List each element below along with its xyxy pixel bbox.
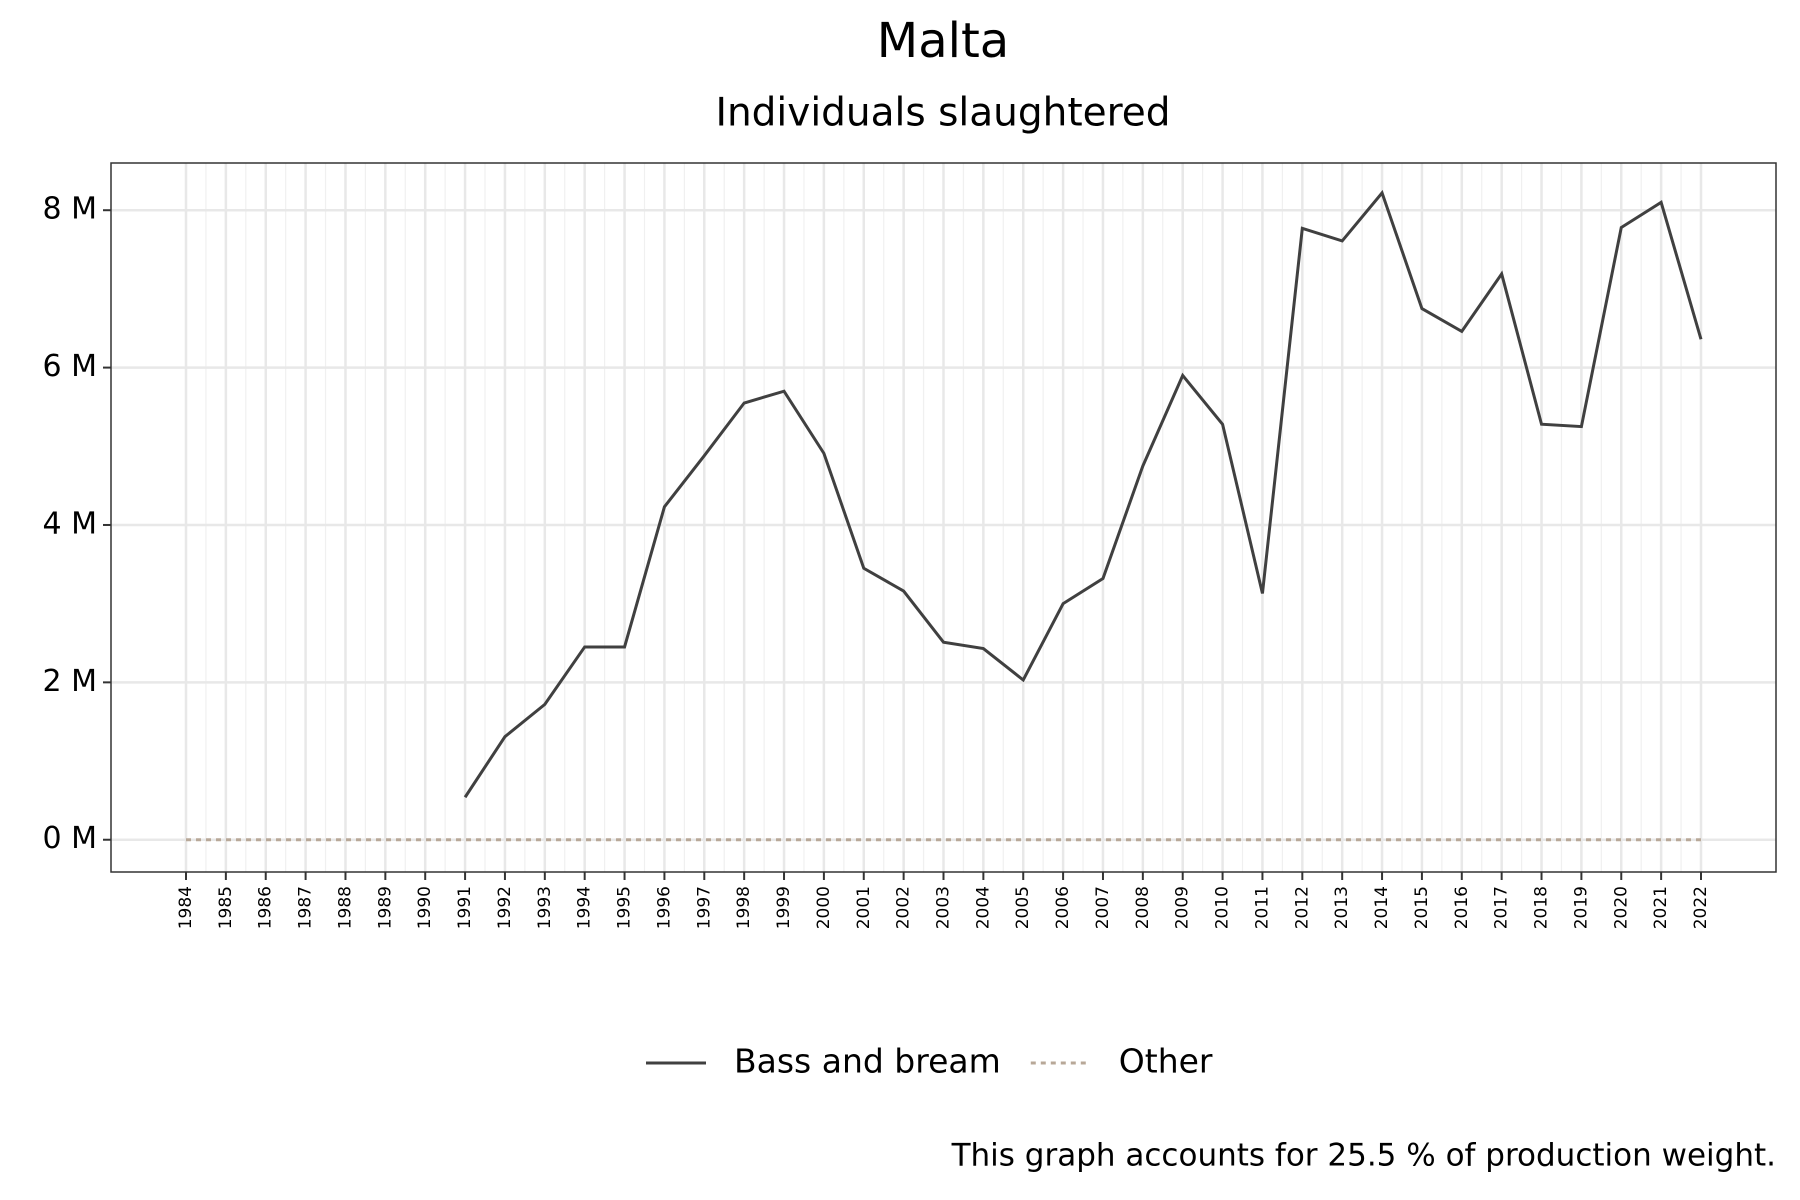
x-tick-label: 1998	[734, 886, 754, 929]
x-tick-label: 2005	[1013, 886, 1033, 929]
x-tick-label: 1986	[256, 886, 276, 929]
x-tick-label: 1985	[216, 886, 236, 929]
x-tick-label: 2017	[1492, 886, 1512, 929]
x-tick-label: 2007	[1093, 886, 1113, 929]
y-tick-label: 8 M	[42, 192, 97, 227]
x-tick-label: 2012	[1292, 886, 1312, 929]
x-tick-label: 2020	[1611, 886, 1631, 929]
x-tick-label: 1995	[615, 886, 635, 929]
x-tick-label: 2018	[1532, 886, 1552, 929]
x-tick-label: 1990	[415, 886, 435, 929]
legend-label: Other	[1119, 1042, 1213, 1081]
x-tick-label: 1993	[535, 886, 555, 929]
x-tick-label: 2021	[1651, 886, 1671, 929]
x-tick-label: 2006	[1053, 886, 1073, 929]
y-tick-label: 0 M	[42, 821, 97, 856]
x-tick-label: 1994	[575, 886, 595, 929]
plot-border	[110, 162, 1777, 873]
x-tick-label: 2022	[1691, 886, 1711, 929]
chart-subtitle: Individuals slaughtered	[715, 91, 1170, 136]
x-tick-label: 2001	[854, 886, 874, 929]
x-tick-label: 1992	[495, 886, 515, 929]
chart-title: Malta	[877, 13, 1009, 69]
x-tick-label: 2015	[1412, 886, 1432, 929]
x-tick-label: 2016	[1452, 886, 1472, 929]
x-tick-label: 1999	[774, 886, 794, 929]
y-tick-label: 2 M	[42, 664, 97, 699]
y-tick-label: 4 M	[42, 506, 97, 541]
x-tick-label: 2008	[1133, 886, 1153, 929]
x-tick-label: 2000	[814, 886, 834, 929]
x-tick-label: 2004	[973, 886, 993, 929]
caption: This graph accounts for 25.5 % of produc…	[951, 1138, 1776, 1174]
series-line	[463, 189, 1703, 799]
x-tick-label: 2009	[1173, 886, 1193, 929]
x-tick-label: 1989	[375, 886, 395, 929]
x-tick-label: 1991	[455, 886, 475, 929]
x-tick-label: 1984	[176, 886, 196, 929]
x-tick-label: 2014	[1372, 886, 1392, 929]
x-tick-label: 2003	[934, 886, 954, 929]
x-tick-label: 2011	[1252, 886, 1272, 929]
x-tick-label: 2002	[894, 886, 914, 929]
x-tick-label: 1997	[694, 886, 714, 929]
x-tick-label: 1987	[296, 886, 316, 929]
x-tick-label: 2010	[1213, 886, 1233, 929]
y-tick-label: 6 M	[42, 349, 97, 384]
x-tick-label: 1988	[335, 886, 355, 929]
legend-label: Bass and bream	[734, 1042, 1001, 1081]
x-tick-label: 2013	[1332, 886, 1352, 929]
x-tick-label: 1996	[654, 886, 674, 929]
x-tick-label: 2019	[1571, 886, 1591, 929]
